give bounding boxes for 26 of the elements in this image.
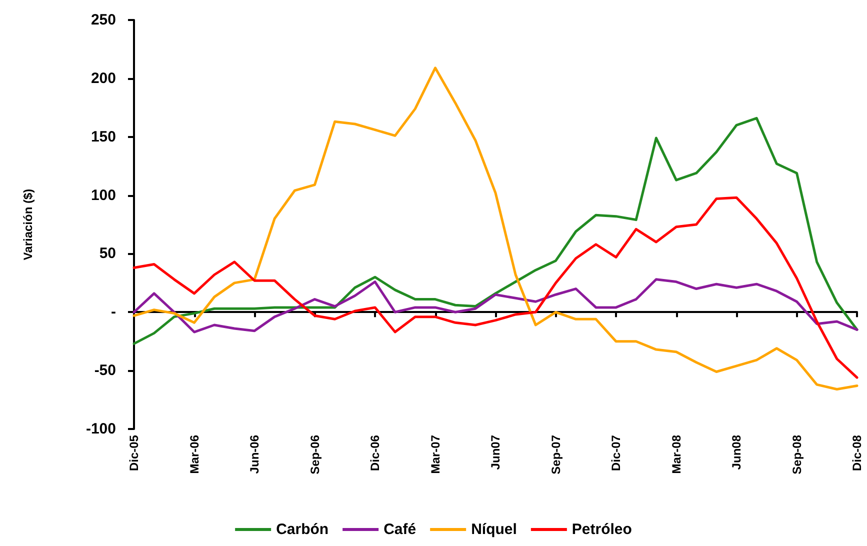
y-tick-label: 150 <box>90 128 116 146</box>
x-tick-label: Jun07 <box>488 434 502 470</box>
x-tick-label: Mar-08 <box>669 434 684 474</box>
legend-label: Carbón <box>276 521 329 538</box>
legend-label: Níquel <box>471 521 517 538</box>
y-tick-label: -50 <box>94 362 116 380</box>
x-tick-label: Sep-07 <box>548 434 563 474</box>
y-tick-label: -100 <box>86 420 116 438</box>
x-tick-label: Dic-06 <box>368 434 382 472</box>
x-tick-label: Mar-06 <box>187 434 202 474</box>
x-tick-label: Sep-08 <box>790 434 804 474</box>
y-axis-title: Variación ($) <box>21 188 35 260</box>
x-tick-label: Jun-06 <box>248 434 262 474</box>
x-tick-label: Mar-07 <box>428 434 442 474</box>
x-tick-label: Dic-07 <box>609 434 623 472</box>
legend-label: Petróleo <box>572 521 632 538</box>
x-tick-label: Dic-08 <box>850 434 864 472</box>
y-tick-label: 50 <box>99 245 116 262</box>
x-tick-label: Sep-06 <box>308 434 322 474</box>
legend-label: Café <box>384 521 416 538</box>
y-tick-label: 200 <box>90 70 116 87</box>
x-tick-label: Dic-05 <box>127 434 141 472</box>
y-tick-label: 100 <box>90 186 116 204</box>
y-tick-label: 250 <box>90 12 116 28</box>
x-tick-label: Jun08 <box>730 434 744 470</box>
y-tick-label: - <box>111 304 116 321</box>
